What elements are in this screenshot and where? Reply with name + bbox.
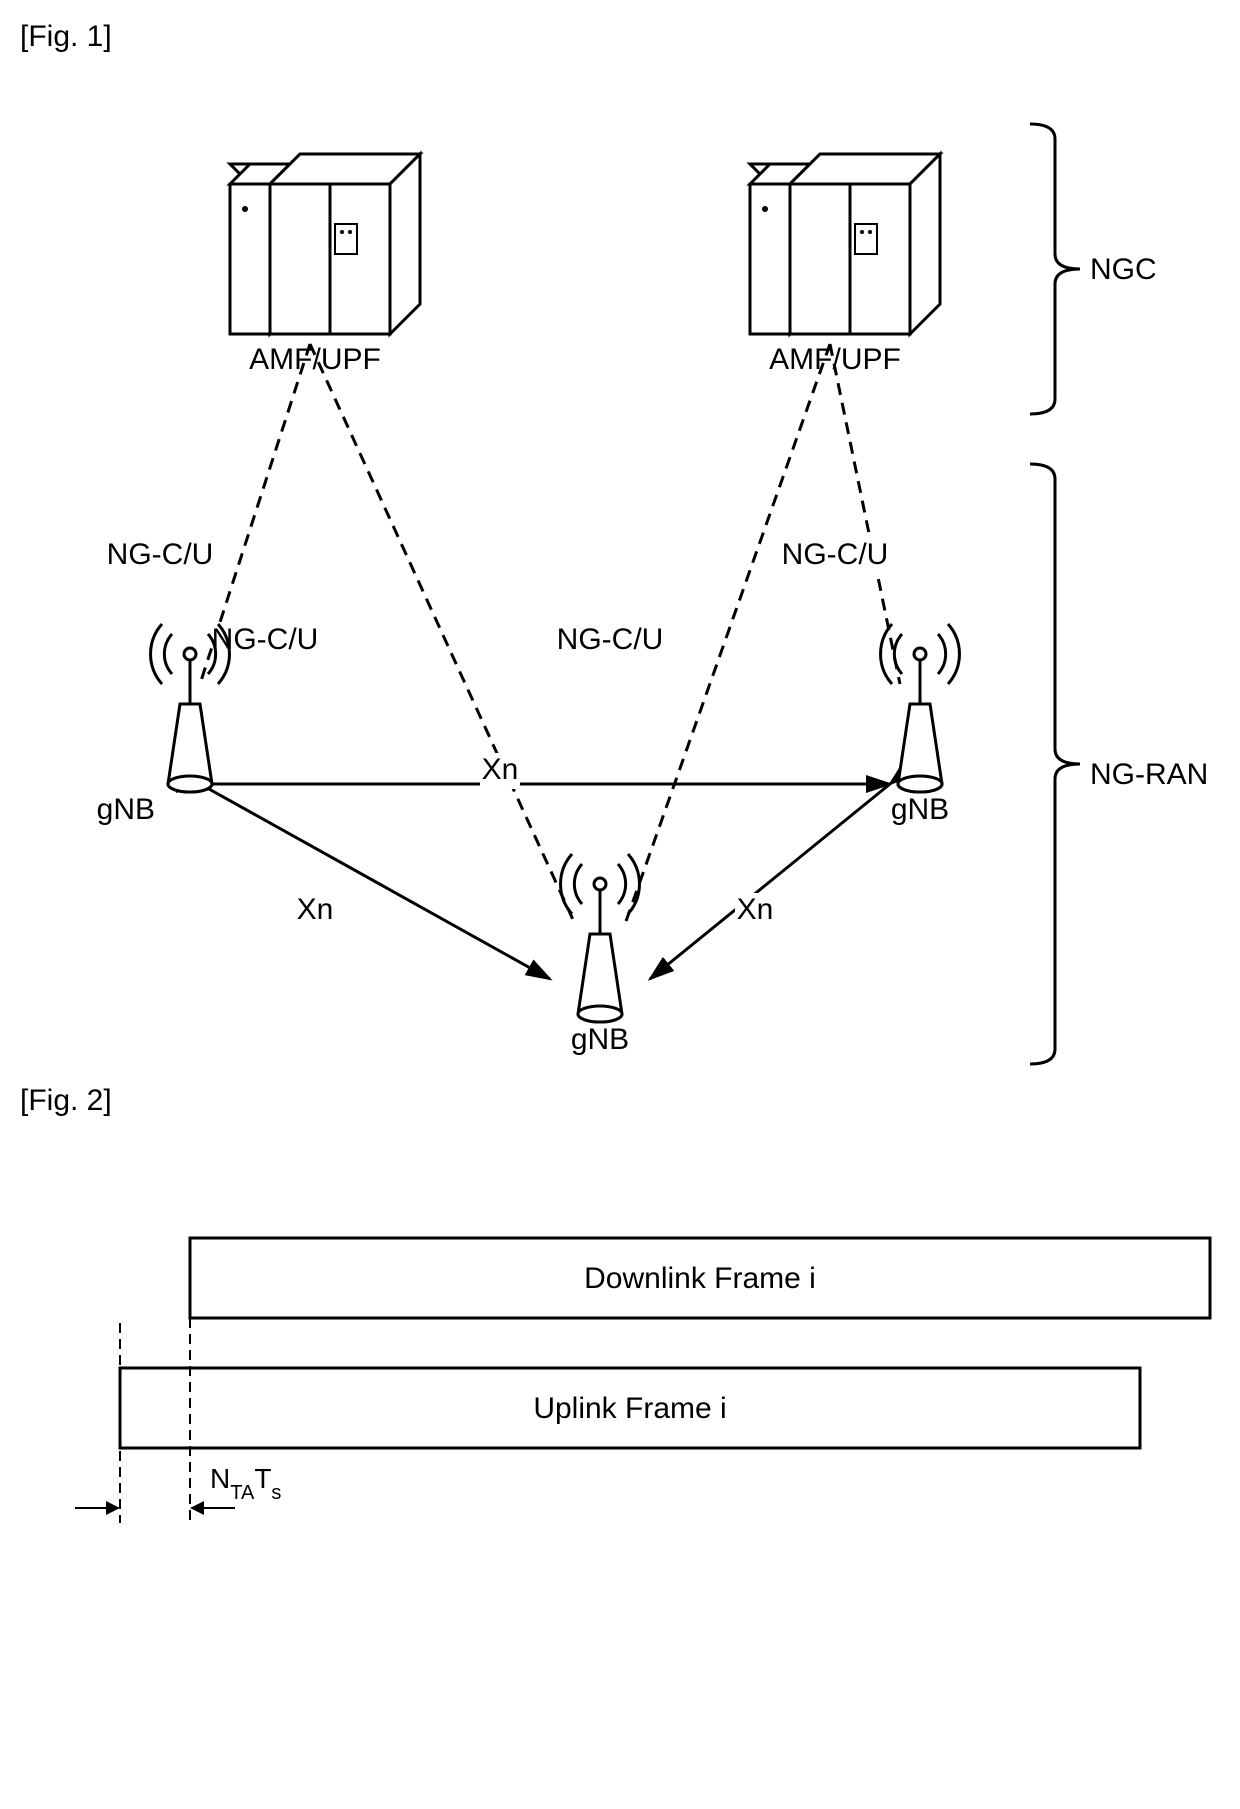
svg-text:gNB: gNB bbox=[571, 1023, 629, 1056]
svg-text:Downlink Frame i: Downlink Frame i bbox=[584, 1262, 816, 1295]
svg-text:NG-RAN: NG-RAN bbox=[1090, 758, 1208, 791]
svg-text:NGC: NGC bbox=[1090, 253, 1157, 286]
svg-text:Uplink Frame i: Uplink Frame i bbox=[533, 1392, 726, 1425]
svg-text:gNB: gNB bbox=[891, 793, 949, 826]
svg-text:NG-C/U: NG-C/U bbox=[557, 623, 664, 656]
figure-2-diagram: Downlink Frame i Uplink Frame i NTATs bbox=[20, 1178, 1220, 1558]
svg-text:NTATs: NTATs bbox=[210, 1463, 281, 1504]
figure-1-label: [Fig. 1] bbox=[20, 20, 1240, 54]
svg-text:NG-C/U: NG-C/U bbox=[782, 538, 889, 571]
svg-text:NG-C/U: NG-C/U bbox=[107, 538, 214, 571]
figure-1-diagram: NG-C/UNG-C/UNG-C/UNG-C/UXnXnXnAMF/UPFAMF… bbox=[20, 64, 1220, 1084]
svg-text:Xn: Xn bbox=[297, 893, 334, 926]
svg-text:AMF/UPF: AMF/UPF bbox=[769, 343, 901, 376]
svg-text:AMF/UPF: AMF/UPF bbox=[249, 343, 381, 376]
figure-2-label: [Fig. 2] bbox=[20, 1084, 1240, 1118]
svg-text:Xn: Xn bbox=[482, 753, 519, 786]
svg-text:gNB: gNB bbox=[97, 793, 155, 826]
svg-text:Xn: Xn bbox=[737, 893, 774, 926]
